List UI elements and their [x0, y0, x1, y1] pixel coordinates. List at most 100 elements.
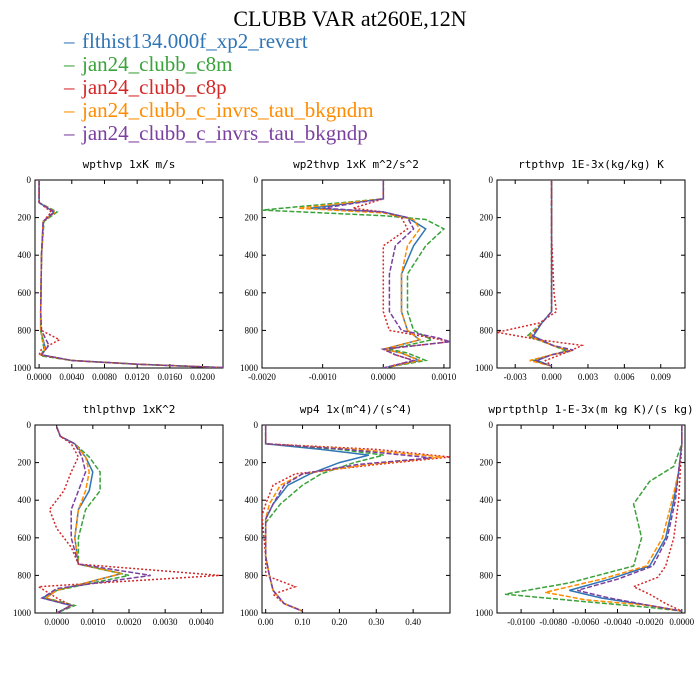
panel-title: rtpthvp 1E-3x(kg/kg) K — [518, 158, 664, 171]
x-tick-label: 0.0000 — [44, 617, 69, 627]
legend-label: jan24_clubb_c_invrs_tau_bkgndp — [82, 121, 368, 145]
series-line — [36, 426, 220, 613]
y-tick-label: 200 — [245, 213, 259, 223]
x-tick-label: 0.000 — [541, 372, 562, 382]
series-line — [298, 180, 423, 368]
y-tick-label: 800 — [480, 325, 494, 335]
series-line — [38, 180, 223, 368]
y-tick-label: 400 — [18, 250, 32, 260]
y-tick-label: 1000 — [475, 363, 494, 373]
legend-item: – flthist134.000f_xp2_revert — [64, 30, 374, 53]
legend-label: jan24_clubb_c8m — [82, 52, 233, 76]
x-tick-label: 0.0200 — [190, 372, 215, 382]
x-tick-label: 0.40 — [405, 617, 421, 627]
y-tick-label: 600 — [245, 288, 259, 298]
panel-3: rtpthvp 1E-3x(kg/kg) K 0 200 400 600 800 1000-… — [475, 158, 686, 382]
y-tick-label: 800 — [480, 570, 494, 580]
y-tick-label: 1000 — [240, 608, 259, 618]
x-tick-label: 0.0000 — [27, 372, 52, 382]
y-tick-label: 1000 — [475, 608, 494, 618]
y-tick-label: 800 — [18, 570, 32, 580]
panel-title: wp4 1x(m^4)/(s^4) — [300, 403, 413, 416]
series-line — [38, 180, 223, 368]
y-tick-label: 800 — [18, 325, 32, 335]
panel-2: wp2thvp 1xK m^2/s^202004006008001000-0.0… — [240, 158, 457, 382]
page-title: CLUBB VAR at260E,12N — [233, 6, 467, 31]
y-tick-label: 200 — [480, 213, 494, 223]
plot-frame — [34, 424, 224, 614]
series-line — [577, 425, 683, 612]
panel-title: wprtpthlp 1-E-3x(m kg K)/(s kg) — [488, 403, 693, 416]
y-tick-label: 600 — [480, 288, 494, 298]
series-line — [531, 180, 574, 367]
legend-label: flthist134.000f_xp2_revert — [82, 29, 308, 53]
x-tick-label: 0.0030 — [153, 617, 178, 627]
legend-item: – jan24_clubb_c_invrs_tau_bkgndm — [64, 99, 374, 122]
y-tick-label: 400 — [245, 250, 259, 260]
y-tick-label: 200 — [480, 458, 494, 468]
y-tick-label: 400 — [480, 250, 494, 260]
x-tick-label: 0.20 — [332, 617, 348, 627]
series-line — [38, 180, 223, 368]
y-tick-label: 200 — [18, 458, 32, 468]
y-tick-label: 800 — [245, 325, 259, 335]
legend-label: jan24_clubb_c_invrs_tau_bkgndm — [82, 98, 374, 122]
x-tick-label: 0.0120 — [125, 372, 150, 382]
y-tick-label: 800 — [245, 570, 259, 580]
series-line — [38, 180, 223, 368]
y-tick-label: 400 — [480, 495, 494, 505]
series-line — [264, 425, 384, 612]
x-tick-label: 0.0010 — [432, 372, 457, 382]
x-tick-label: 0.00 — [258, 617, 274, 627]
x-tick-label: -0.0020 — [248, 372, 276, 382]
series-line — [38, 180, 223, 368]
x-tick-label: 0.0080 — [92, 372, 117, 382]
y-tick-label: 200 — [245, 458, 259, 468]
x-tick-label: 0.30 — [368, 617, 384, 627]
y-tick-label: 400 — [245, 495, 259, 505]
plot-frame — [34, 179, 224, 369]
plot-frame — [496, 424, 686, 614]
x-tick-label: 0.0000 — [669, 617, 694, 627]
y-tick-label: 0 — [27, 420, 32, 430]
panel-title: wpthvp 1xK m/s — [83, 158, 176, 171]
x-tick-label: 0.0020 — [117, 617, 142, 627]
y-tick-label: 1000 — [13, 363, 32, 373]
y-tick-label: 0 — [254, 420, 259, 430]
x-tick-label: -0.0100 — [507, 617, 535, 627]
x-tick-label: 0.0000 — [371, 372, 396, 382]
y-tick-label: 0 — [27, 175, 32, 185]
x-tick-label: 0.003 — [578, 372, 599, 382]
legend-item: – jan24_clubb_c8m — [64, 53, 374, 76]
y-tick-label: 600 — [245, 533, 259, 543]
legend-swatch: – — [64, 75, 75, 99]
x-tick-label: 0.0040 — [189, 617, 214, 627]
panel-6: wprtpthlp 1-E-3x(m kg K)/(s kg) 0 200 400 60… — [475, 403, 695, 627]
x-tick-label: -0.0020 — [636, 617, 664, 627]
series-line — [40, 426, 151, 613]
panel-4: thlpthvp 1xK^2 0 200 400 600 800 1000 0.0000 0.0… — [13, 403, 224, 627]
x-tick-label: 0.0040 — [59, 372, 84, 382]
x-tick-label: -0.0080 — [539, 617, 567, 627]
plot-frame — [496, 179, 686, 369]
legend-swatch: – — [64, 121, 75, 145]
legend-label: jan24_clubb_c8p — [82, 75, 227, 99]
legend-swatch: – — [64, 52, 75, 76]
series-line — [504, 425, 683, 612]
legend-item: – jan24_clubb_c_invrs_tau_bkgndp — [64, 122, 374, 145]
legend: – flthist134.000f_xp2_revert – jan24_clubb… — [64, 30, 374, 145]
series-line — [264, 425, 432, 612]
x-tick-label: 0.009 — [651, 372, 672, 382]
legend-swatch: – — [64, 98, 75, 122]
x-tick-label: -0.0040 — [604, 617, 632, 627]
y-tick-label: 400 — [18, 495, 32, 505]
legend-swatch: – — [64, 29, 75, 53]
series-line — [352, 180, 450, 368]
series-line — [262, 425, 450, 612]
y-tick-label: 600 — [18, 288, 32, 298]
x-tick-label: 0.006 — [614, 372, 635, 382]
series-line — [322, 180, 450, 368]
